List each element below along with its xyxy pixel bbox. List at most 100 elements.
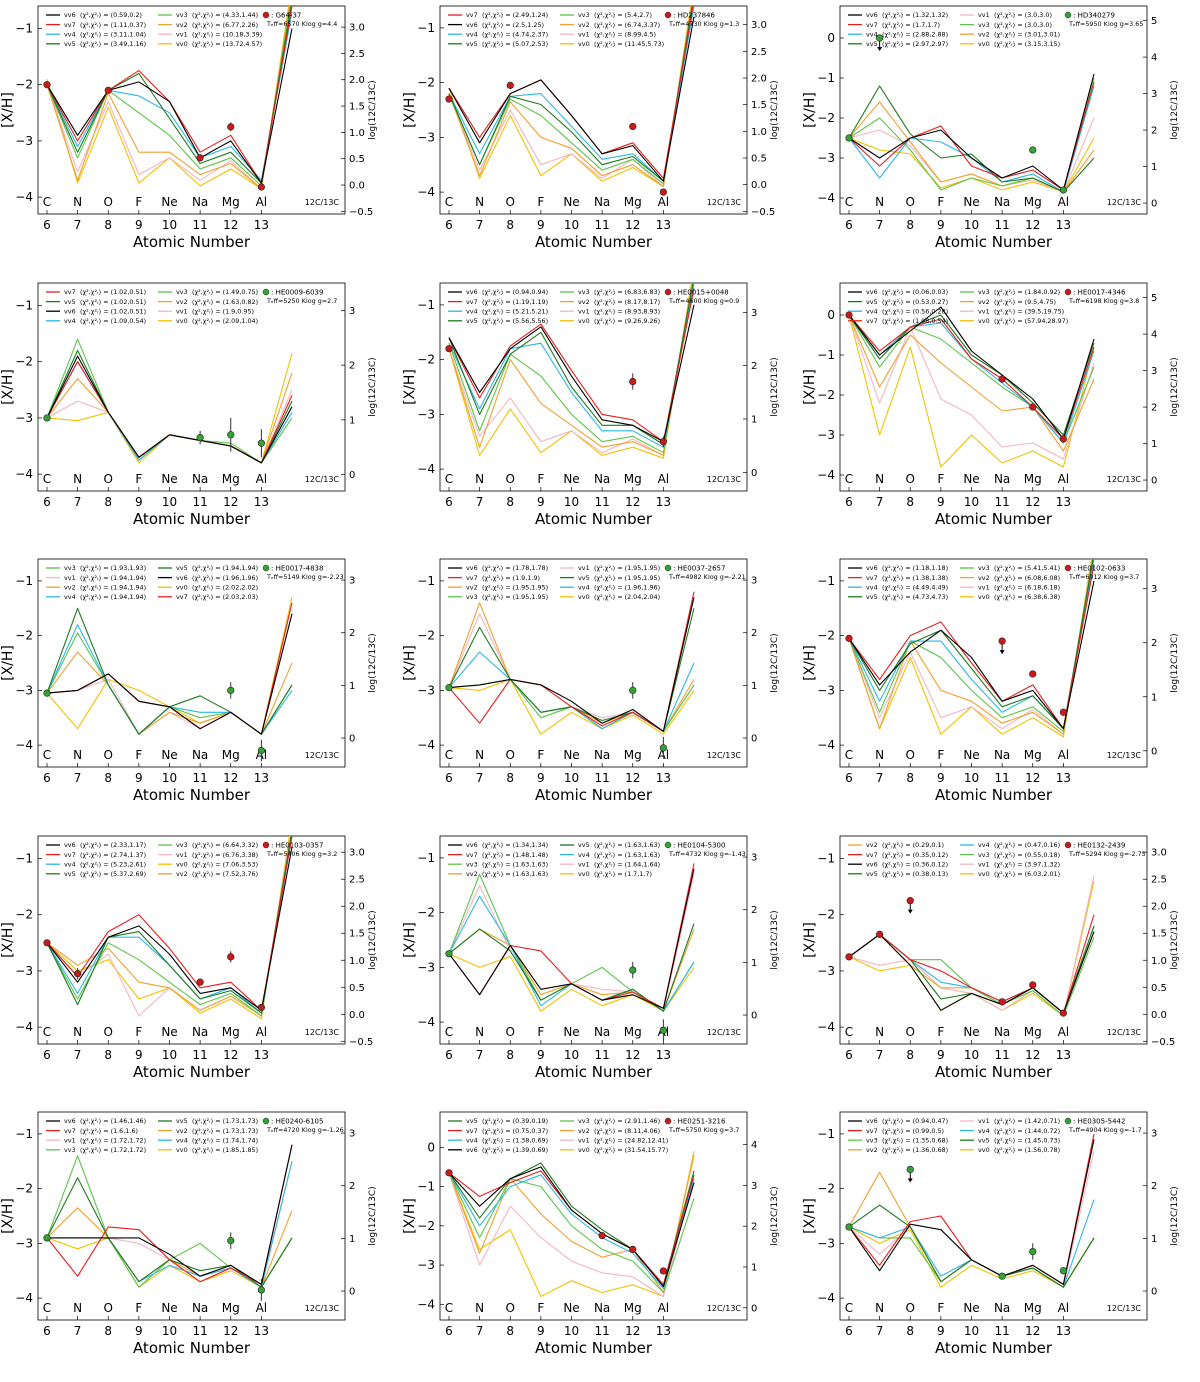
legend-chi: (χ²,χ²ᵣ) = (1.48,1.48): [482, 851, 548, 859]
series-line-vv6: [448, 1166, 695, 1288]
observed-point: [659, 744, 667, 752]
element-label: Ne: [161, 748, 177, 762]
x-tick-label: 13: [656, 1324, 671, 1338]
series-line-vv0: [448, 1151, 695, 1298]
star-logg: log g=3.8: [1108, 297, 1139, 305]
right-y-tick-label: 2: [349, 628, 355, 639]
star-name: : HE0009-6039: [271, 289, 323, 297]
element-label: Ne: [563, 1025, 579, 1039]
legend-chi: (χ²,χ²ᵣ) = (1.63,1.63): [594, 841, 660, 849]
legend-chi: (χ²,χ²ᵣ) = (4.33,1.44): [192, 11, 258, 19]
right-y-tick-label: 1.5: [349, 929, 365, 940]
legend-name: vv3: [978, 851, 990, 859]
y-axis-label: [X/H]: [802, 922, 818, 958]
x-tick-label: 10: [564, 495, 579, 509]
legend-name: vv1: [578, 307, 590, 315]
legend-chi: (χ²,χ²ᵣ) = (3.0,3.0): [994, 11, 1052, 19]
right-y-tick-label: 2: [751, 1222, 757, 1233]
legend-chi: (χ²,χ²ᵣ) = (1.02,0.51): [80, 298, 146, 306]
legend-chi: (χ²,χ²ᵣ) = (1.95,1.95): [482, 593, 548, 601]
legend-name: vv1: [978, 860, 990, 868]
x-axis-label: Atomic Number: [535, 1339, 653, 1357]
right-y-tick-label: 0.0: [349, 181, 365, 192]
series-line-vv0: [848, 880, 1095, 1017]
series-line-vv2: [848, 559, 1093, 735]
observed-point: [876, 34, 884, 42]
legend-name: vv2: [578, 21, 590, 29]
legend-name: vv5: [64, 870, 76, 878]
observed-point: [598, 1232, 606, 1240]
legend-chi: (χ²,χ²ᵣ) = (1.44,0.72): [994, 1127, 1060, 1135]
legend-chi: (χ²,χ²ᵣ) = (1.02,0.51): [80, 307, 146, 315]
y-tick-label: −4: [417, 185, 435, 199]
legend-chi: (χ²,χ²ᵣ) = (24.82,12.41): [594, 1136, 668, 1144]
x-tick-label: 11: [594, 1324, 609, 1338]
x-tick-label: 10: [964, 495, 979, 509]
y-axis-label: [X/H]: [802, 92, 818, 128]
element-label: O: [906, 1025, 915, 1039]
element-label: C: [43, 1301, 51, 1315]
legend-chi: (χ²,χ²ᵣ) = (0.55,0.18): [994, 851, 1060, 859]
element-label: Na: [192, 1025, 208, 1039]
x-tick-label: 6: [845, 495, 853, 509]
x-tick-label: 9: [937, 495, 945, 509]
element-label: Al: [1058, 1301, 1070, 1315]
element-label: O: [906, 1301, 915, 1315]
x-tick-label: 11: [994, 771, 1009, 785]
observed-point: [998, 375, 1006, 383]
element-label: F: [135, 195, 142, 209]
x-tick-label: 13: [656, 1048, 671, 1062]
x-tick-label: 7: [876, 218, 884, 232]
x-tick-label: 7: [476, 1048, 484, 1062]
legend-chi: (χ²,χ²ᵣ) = (3.11,1.04): [80, 30, 146, 38]
observed-point: [845, 311, 853, 319]
legend-name: vv1: [578, 1136, 590, 1144]
series-line-vv3: [46, 1155, 293, 1288]
series-line-vv3: [848, 314, 1095, 444]
legend-name: vv3: [64, 564, 76, 572]
y-tick-label: 0: [827, 31, 835, 45]
legend-name: vv6: [866, 1117, 878, 1125]
series-line-vv4: [46, 361, 293, 464]
legend-chi: (χ²,χ²ᵣ) = (5.23,2.61): [80, 860, 146, 868]
element-label: Mg: [624, 1301, 642, 1315]
y-tick-label: −2: [417, 906, 435, 920]
chart-panel-8: −4−3−2−10123C6N7O8F9Ne10Na11Mg12Al1312C/…: [402, 558, 780, 804]
chart-panel-10: −4 −3 −2 −1 −0.5 0.0 0.5 1.0 1.5 2.0 2.5 3.0 C 6 N 7 O 8 F…: [0, 835, 378, 1081]
legend-name: vv3: [978, 564, 990, 572]
right-y-axis-label: log(12C/13C): [770, 1186, 780, 1245]
element-label: F: [135, 472, 142, 486]
legend-chi: (χ²,χ²ᵣ) = (57.94,28.97): [994, 317, 1068, 325]
observed-point: [43, 939, 51, 947]
legend-name: vv2: [978, 30, 990, 38]
series-line-vv5: [448, 1162, 695, 1286]
element-label: Ne: [563, 1301, 579, 1315]
series-line-vv5: [448, 923, 695, 1012]
legend-name: vv1: [978, 583, 990, 591]
element-label: O: [906, 748, 915, 762]
chart-panel-5: −4−3−2−10123C6N7O8F9Ne10Na11Mg12Al1312C/…: [402, 282, 780, 528]
observed-point: [257, 1286, 265, 1294]
legend-chi: (χ²,χ²ᵣ) = (2.49,1.24): [482, 11, 548, 19]
x-tick-label: 8: [104, 1048, 112, 1062]
element-label: Na: [192, 748, 208, 762]
legend-chi: (χ²,χ²ᵣ) = (1.42,0.71): [994, 1117, 1060, 1125]
observed-point: [1029, 981, 1037, 989]
legend-chi: (χ²,χ²ᵣ) = (1.32,1.32): [882, 11, 948, 19]
right-y-tick-label: 2: [1151, 1181, 1157, 1192]
series-line-vv1: [46, 6, 290, 190]
legend-name: vv1: [64, 574, 76, 582]
legend-name: vv4: [978, 841, 990, 849]
legend-chi: (χ²,χ²ᵣ) = (1.93,1.93): [80, 564, 146, 572]
y-tick-label: −3: [817, 428, 835, 442]
element-label: C: [445, 1301, 453, 1315]
x-tick-label: 10: [964, 771, 979, 785]
star-name: : HE0017-4838: [271, 565, 323, 573]
series-line-vv2: [46, 651, 293, 735]
x-axis-label: Atomic Number: [133, 1339, 251, 1357]
legend-chi: (χ²,χ²ᵣ) = (8.11,4.06): [594, 1127, 660, 1135]
observed-point: [659, 1267, 667, 1275]
x-tick-label: 11: [994, 1048, 1009, 1062]
observed-point: [845, 953, 853, 961]
ratio-axis-label: 12C/13C: [707, 1304, 742, 1313]
